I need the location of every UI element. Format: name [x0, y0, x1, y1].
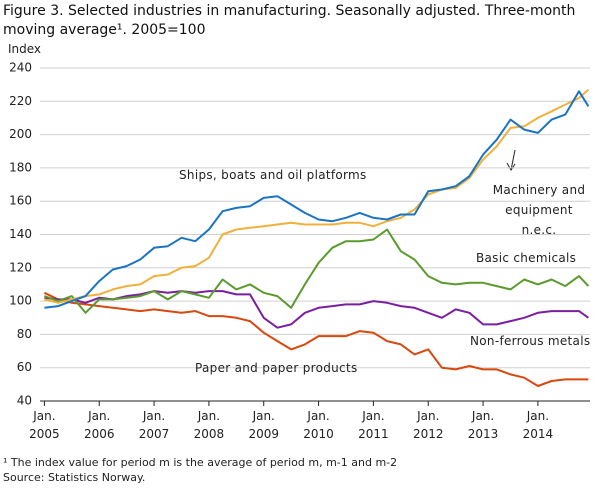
- y-tick-label: 60: [17, 360, 32, 374]
- series-label: Machinery and equipment n.e.c.: [492, 183, 586, 237]
- y-tick-label: 100: [9, 294, 32, 308]
- y-tick-label: 40: [17, 394, 32, 408]
- footnote: ¹ The index value for period m is the av…: [3, 456, 398, 469]
- series-label: Paper and paper products: [195, 361, 358, 375]
- annotation-arrow: [510, 149, 516, 171]
- y-tick-label: 180: [9, 160, 32, 174]
- y-tick-label: 80: [17, 327, 32, 341]
- x-tick-label: Jan. 2012: [412, 409, 444, 441]
- series-line: [44, 228, 590, 314]
- series-line: [44, 290, 589, 329]
- series-label: Basic chemicals: [476, 251, 577, 265]
- x-tick-label: Jan. 2010: [303, 409, 334, 441]
- source: Source: Statistics Norway.: [3, 471, 146, 484]
- x-tick-label: Jan. 2009: [248, 409, 279, 441]
- x-tick-label: Jan. 2011: [358, 409, 389, 441]
- y-tick-label: 240: [9, 61, 32, 75]
- x-tick-label: Jan. 2005: [29, 409, 60, 441]
- x-tick-label: Jan. 2006: [83, 409, 115, 441]
- series-label: Ships, boats and oil platforms: [179, 168, 367, 182]
- y-tick-label: 160: [9, 194, 32, 208]
- series-line: [44, 90, 590, 309]
- chart-title: Figure 3. Selected industries in manufac…: [3, 3, 576, 38]
- annotation-arrowhead: [506, 162, 516, 171]
- series-label: Non-ferrous metals: [470, 334, 591, 348]
- x-tick-label: Jan. 2013: [467, 409, 499, 441]
- y-tick-label: 120: [9, 260, 32, 274]
- series-line: [44, 88, 590, 304]
- series-line: [43, 291, 589, 387]
- y-tick-label: 140: [9, 227, 32, 241]
- x-tick-label: Jan. 2007: [138, 409, 170, 441]
- x-tick-label: Jan. 2014: [522, 409, 554, 441]
- y-tick-label: 220: [9, 94, 32, 108]
- y-tick-label: 200: [9, 127, 32, 141]
- x-tick-label: Jan. 2008: [193, 409, 225, 441]
- y-axis-label: Index: [8, 42, 42, 56]
